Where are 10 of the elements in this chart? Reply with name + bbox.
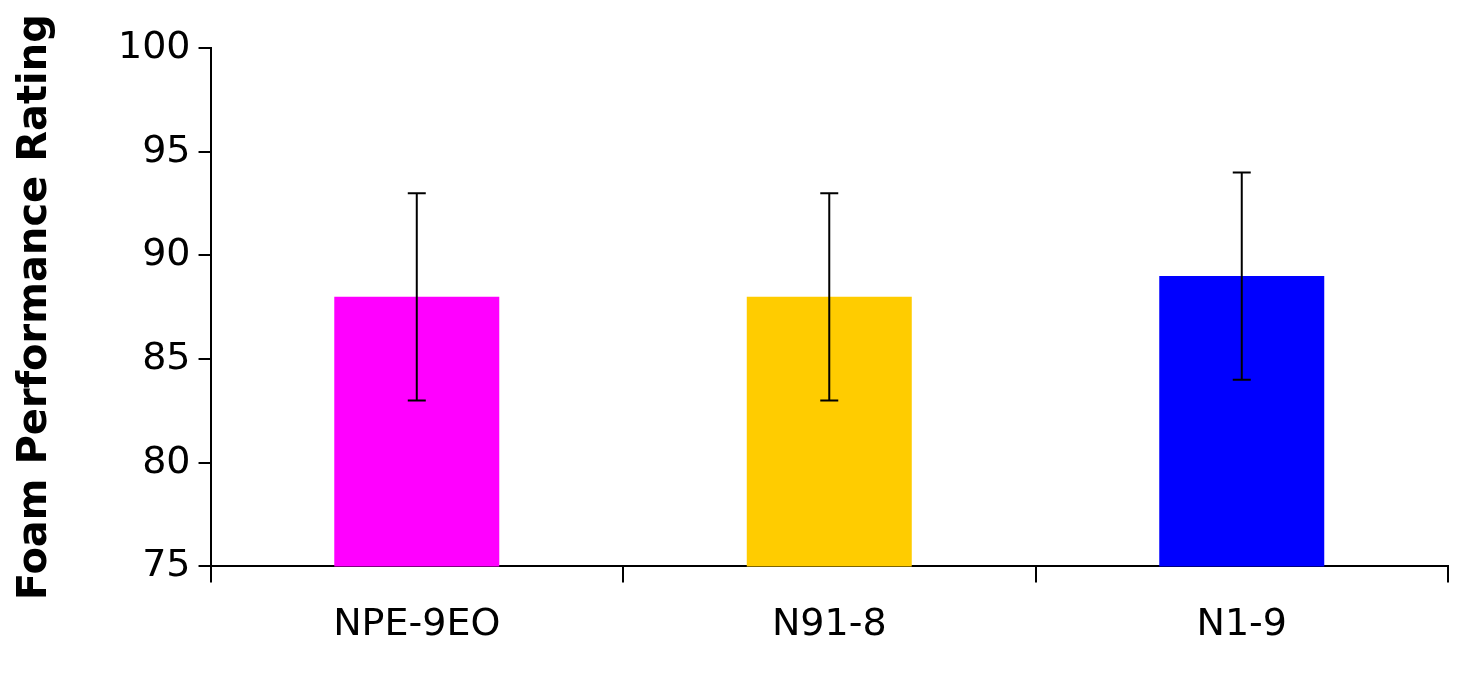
y-axis-title: Foam Performance Rating: [9, 14, 56, 601]
y-tick-label: 90: [142, 230, 191, 275]
y-tick-label: 75: [142, 541, 191, 586]
y-tick-label: 100: [118, 22, 191, 67]
y-tick-label: 80: [142, 437, 191, 482]
x-tick-label: N1-9: [1196, 600, 1288, 645]
x-tick-label: NPE-9EO: [333, 600, 501, 645]
x-tick-label: N91-8: [771, 600, 887, 645]
y-tick-label: 85: [142, 333, 191, 378]
y-tick-label: 95: [142, 126, 191, 171]
